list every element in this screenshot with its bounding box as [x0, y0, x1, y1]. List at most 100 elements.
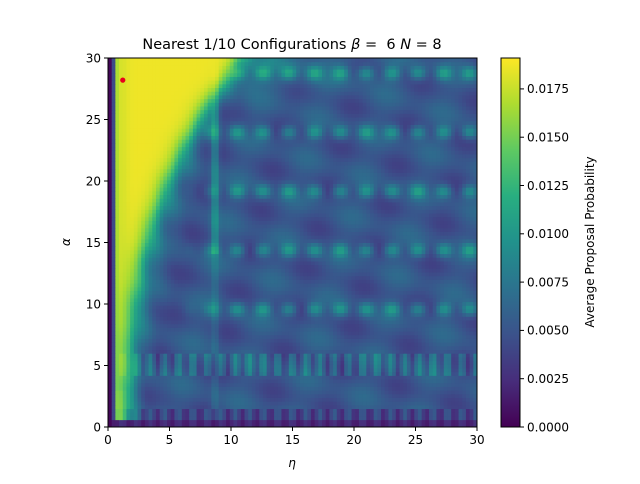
heatmap-cell: [392, 323, 397, 328]
heatmap-cell: [292, 257, 297, 262]
heatmap-cell: [429, 412, 434, 417]
heatmap-cell: [388, 345, 393, 351]
heatmap-cell: [167, 367, 172, 373]
heatmap-cell: [325, 364, 330, 369]
heatmap-cell: [285, 371, 290, 376]
heatmap-cell: [181, 356, 186, 362]
heatmap-cell: [159, 371, 164, 376]
heatmap-cell: [144, 253, 150, 258]
heatmap-cell: [126, 275, 131, 280]
heatmap-cell: [259, 301, 264, 306]
heatmap-cell: [410, 386, 415, 391]
heatmap-cell: [347, 327, 353, 332]
heatmap-cell: [414, 423, 419, 428]
heatmap-cell: [222, 286, 227, 291]
heatmap-cell: [281, 286, 286, 291]
heatmap-cell: [108, 379, 113, 384]
heatmap-cell: [207, 294, 212, 299]
heatmap-cell: [244, 412, 249, 417]
heatmap-cell: [366, 257, 371, 262]
heatmap-cell: [325, 401, 330, 406]
heatmap-cell: [458, 386, 463, 391]
heatmap-cell: [310, 249, 316, 255]
heatmap-cell: [465, 331, 471, 336]
heatmap-cell: [126, 423, 131, 428]
heatmap-cell: [440, 242, 445, 247]
heatmap-cell: [462, 345, 467, 351]
heatmap-cell: [111, 404, 116, 410]
heatmap-cell: [344, 386, 349, 391]
heatmap-cell: [307, 301, 312, 306]
heatmap-cell: [108, 264, 113, 269]
heatmap-cell: [266, 260, 271, 266]
heatmap-cell: [347, 246, 353, 251]
heatmap-cell: [366, 345, 371, 351]
heatmap-cell: [347, 404, 353, 410]
heatmap-cell: [351, 364, 356, 369]
heatmap-cell: [336, 249, 341, 255]
heatmap-cell: [307, 415, 312, 421]
heatmap-cell: [170, 272, 175, 277]
heatmap-cell: [133, 367, 139, 373]
heatmap-cell: [355, 379, 360, 384]
heatmap-cell: [329, 275, 334, 280]
heatmap-cell: [266, 253, 271, 258]
heatmap-cell: [381, 323, 386, 328]
heatmap-cell: [432, 257, 437, 262]
heatmap-cell: [251, 375, 257, 380]
heatmap-cell: [111, 257, 116, 262]
heatmap-cell: [469, 360, 474, 365]
heatmap-cell: [414, 275, 419, 280]
heatmap-cell: [451, 301, 456, 306]
heatmap-cell: [462, 286, 467, 291]
heatmap-cell: [167, 345, 172, 351]
heatmap-cell: [222, 253, 227, 258]
heatmap-cell: [454, 404, 460, 410]
heatmap-cell: [436, 379, 441, 384]
heatmap-cell: [196, 345, 201, 351]
heatmap-cell: [395, 301, 401, 306]
heatmap-cell: [417, 379, 423, 384]
heatmap-cell: [203, 297, 209, 303]
heatmap-cell: [240, 272, 246, 277]
heatmap-cell: [329, 301, 334, 306]
heatmap-cell: [318, 345, 323, 351]
heatmap-cell: [277, 301, 282, 306]
heatmap-cell: [465, 312, 471, 317]
heatmap-cell: [469, 334, 474, 339]
heatmap-cell: [266, 312, 271, 317]
heatmap-cell: [215, 356, 220, 362]
heatmap-cell: [255, 327, 260, 332]
heatmap-cell: [259, 382, 264, 387]
heatmap-cell: [351, 360, 356, 365]
heatmap-cell: [410, 301, 415, 306]
heatmap-cell: [318, 382, 323, 387]
heatmap-cell: [436, 305, 441, 310]
heatmap-cell: [288, 386, 293, 391]
heatmap-cell: [281, 379, 286, 384]
heatmap-cell: [322, 371, 327, 376]
heatmap-cell: [307, 268, 312, 273]
heatmap-cell: [189, 331, 194, 336]
heatmap-cell: [392, 356, 397, 362]
heatmap-cell: [447, 327, 452, 332]
heatmap-cell: [469, 375, 474, 380]
heatmap-cell: [274, 338, 279, 343]
heatmap-cell: [381, 286, 386, 291]
heatmap-cell: [369, 301, 375, 306]
heatmap-cell: [248, 412, 253, 417]
heatmap-cell: [454, 334, 460, 339]
heatmap-cell: [174, 382, 179, 387]
heatmap-cell: [244, 360, 249, 365]
heatmap-cell: [133, 404, 139, 410]
heatmap-cell: [318, 257, 323, 262]
heatmap-cell: [347, 412, 353, 417]
heatmap-cell: [152, 319, 157, 325]
heatmap-cell: [244, 286, 249, 291]
heatmap-cell: [440, 260, 445, 266]
heatmap-cell: [211, 275, 216, 280]
heatmap-cell: [222, 404, 227, 410]
heatmap-cell: [307, 305, 312, 310]
heatmap-cell: [270, 415, 275, 421]
heatmap-cell: [155, 331, 161, 336]
